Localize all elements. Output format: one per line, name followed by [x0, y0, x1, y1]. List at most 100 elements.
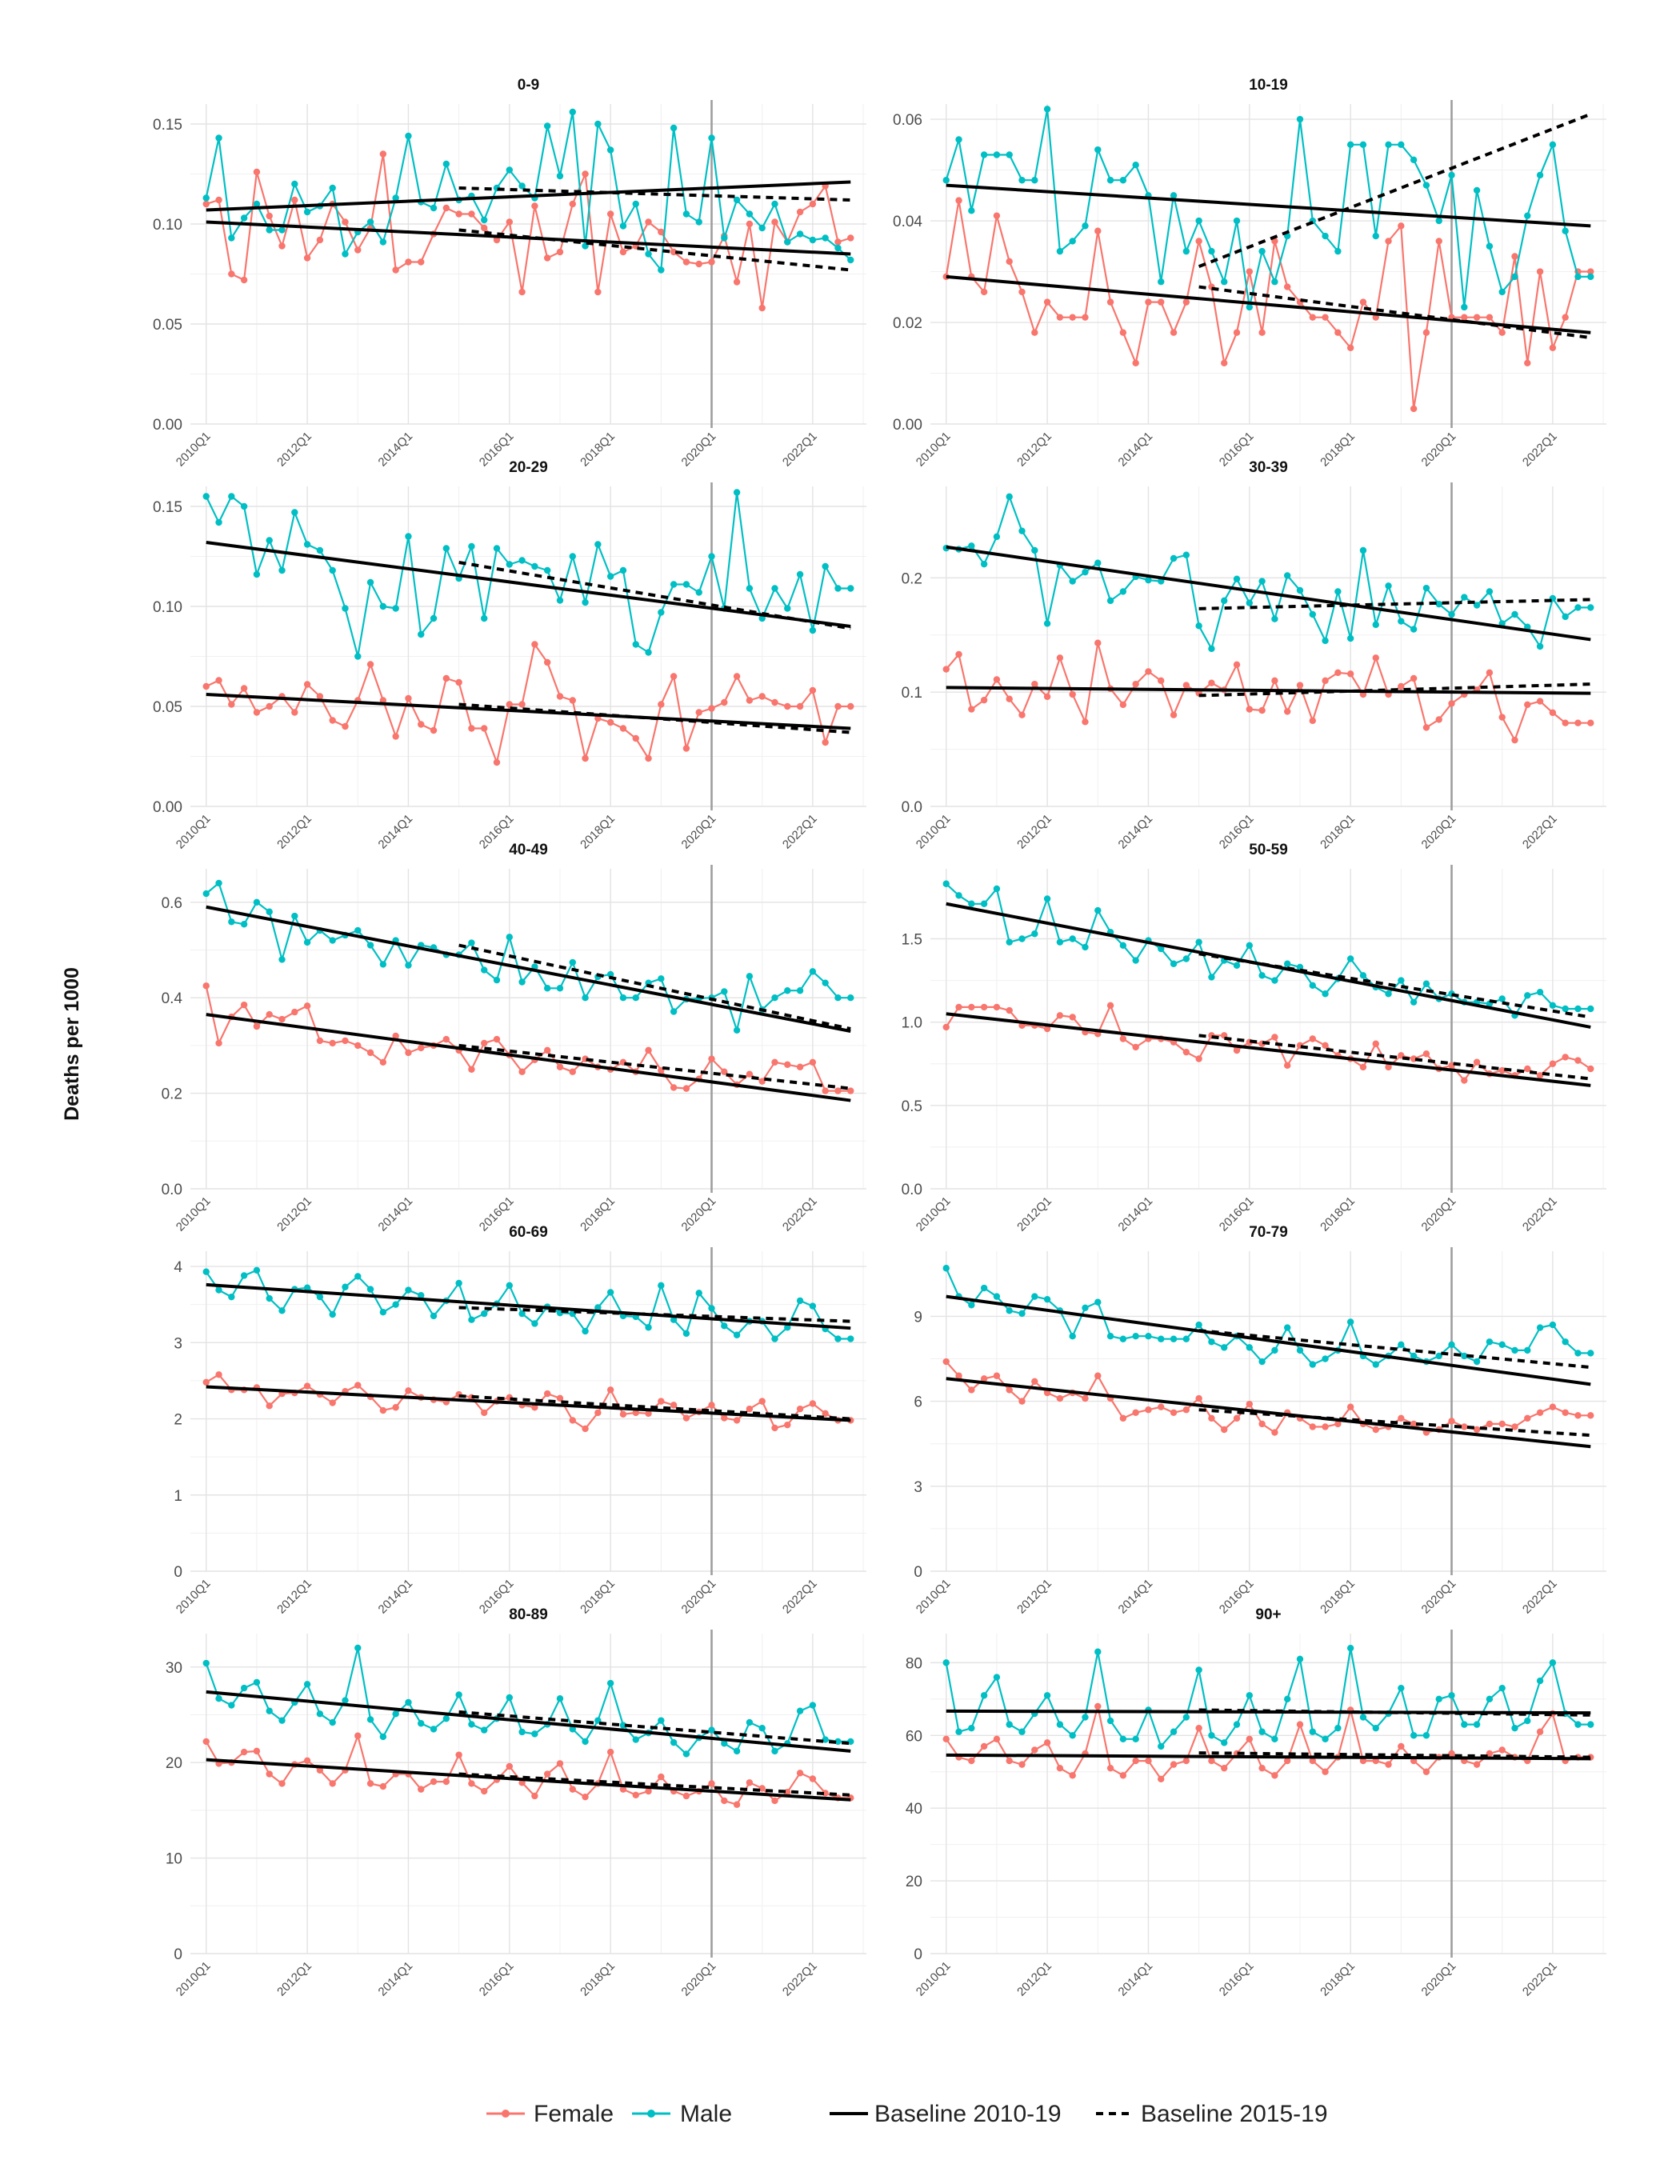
data-point-male [582, 1327, 589, 1335]
data-point-male [430, 1312, 438, 1320]
data-point-female [695, 260, 702, 268]
data-point-male [1435, 1695, 1442, 1703]
data-point-male [980, 560, 988, 568]
data-point-female [784, 1789, 791, 1796]
data-point-female [1574, 1412, 1582, 1419]
data-point-female [1006, 1386, 1013, 1394]
data-point-female [481, 1409, 488, 1417]
data-point-female [796, 702, 804, 710]
data-point-male [1182, 955, 1190, 962]
data-point-female [670, 1084, 678, 1091]
data-point-male [506, 1694, 514, 1702]
data-point-female [556, 1063, 564, 1070]
data-point-male [266, 1707, 273, 1714]
data-point-male [506, 934, 514, 941]
baseline-2010-19-male [206, 1282, 851, 1330]
data-point-male [1574, 1350, 1582, 1357]
data-point-male [1410, 626, 1418, 633]
data-point-male [1246, 1692, 1254, 1699]
data-point-male [481, 1310, 488, 1318]
data-point-female [1119, 1772, 1127, 1779]
data-point-male [606, 1289, 614, 1296]
data-point-male [253, 1678, 261, 1686]
data-point-female [418, 721, 425, 728]
baseline-2015-19-male [1198, 112, 1591, 269]
data-point-female [354, 1732, 362, 1739]
data-point-male [721, 988, 728, 995]
data-point-male [556, 172, 564, 180]
data-point-female [1258, 1764, 1266, 1772]
legend-item-male: Male [632, 2101, 732, 2127]
data-point-male [1119, 588, 1127, 595]
data-point-male [303, 208, 311, 216]
baseline-2010-19-female [946, 1753, 1591, 1761]
data-point-female [758, 1785, 766, 1792]
data-point-female [405, 258, 412, 266]
data-point-female [392, 733, 399, 740]
data-point-male [1422, 182, 1430, 189]
data-point-male [1094, 146, 1102, 154]
series-line-male [205, 491, 851, 658]
data-point-male [822, 1736, 829, 1743]
data-point-female [658, 1398, 665, 1405]
data-point-male [543, 566, 551, 574]
data-point-male [1246, 942, 1254, 950]
data-point-male [392, 1301, 399, 1308]
y-tick-label: 0.00 [153, 417, 182, 434]
y-tick-label: 20 [166, 1755, 182, 1772]
data-point-male [481, 1726, 488, 1734]
data-point-female [784, 702, 791, 710]
data-point-female [955, 197, 962, 204]
data-point-male [1158, 1742, 1165, 1750]
data-point-male [202, 1659, 210, 1667]
data-point-male [379, 1308, 387, 1316]
data-point-female [556, 693, 564, 700]
data-point-female [993, 212, 1001, 219]
data-point-male [1346, 955, 1354, 962]
series-line-male [205, 1646, 851, 1755]
data-point-female [1208, 679, 1215, 686]
data-point-male [1461, 1352, 1468, 1360]
data-point-female [1309, 1423, 1316, 1430]
legend: Female Male Baseline 2010-19 Baseline 20… [486, 2101, 1328, 2127]
series-line-female [206, 643, 851, 764]
data-point-female [708, 1055, 715, 1062]
data-point-female [1208, 1757, 1215, 1765]
data-point-male [721, 1322, 728, 1330]
data-point-female [1182, 682, 1190, 689]
y-tick-label: 0.0 [162, 1182, 182, 1198]
data-point-male [955, 1728, 962, 1735]
data-point-male [771, 994, 778, 1002]
data-point-male [708, 553, 715, 560]
data-point-female [493, 758, 501, 766]
data-point-female [955, 650, 962, 658]
legend-item-female: Female [486, 2101, 614, 2127]
data-point-male [708, 1726, 715, 1734]
data-point-female [1182, 1757, 1190, 1765]
data-point-female [468, 1066, 475, 1073]
data-point-male [1322, 232, 1329, 240]
data-point-female [670, 673, 678, 680]
data-point-female [822, 1087, 829, 1094]
data-point-female [543, 1390, 551, 1398]
data-point-male [1195, 1666, 1202, 1674]
panel-title: 60-69 [509, 1224, 548, 1241]
data-point-female [733, 278, 741, 286]
data-point-female [632, 1409, 639, 1417]
data-point-female [442, 1035, 450, 1043]
data-point-male [1511, 1346, 1518, 1354]
data-point-female [594, 288, 602, 296]
data-point-male [1208, 645, 1215, 653]
data-point-male [784, 987, 791, 994]
data-point-female [746, 1405, 754, 1413]
data-point-female [366, 661, 374, 668]
data-point-male [942, 1265, 950, 1272]
data-point-male [1195, 1321, 1202, 1329]
data-point-male [1094, 906, 1102, 914]
data-point-female [1536, 698, 1544, 705]
data-point-female [1448, 1418, 1455, 1425]
data-point-female [1372, 1757, 1379, 1765]
data-point-male [1056, 938, 1064, 946]
y-tick-label: 0.5 [902, 1098, 922, 1115]
data-point-female [1359, 1757, 1367, 1765]
